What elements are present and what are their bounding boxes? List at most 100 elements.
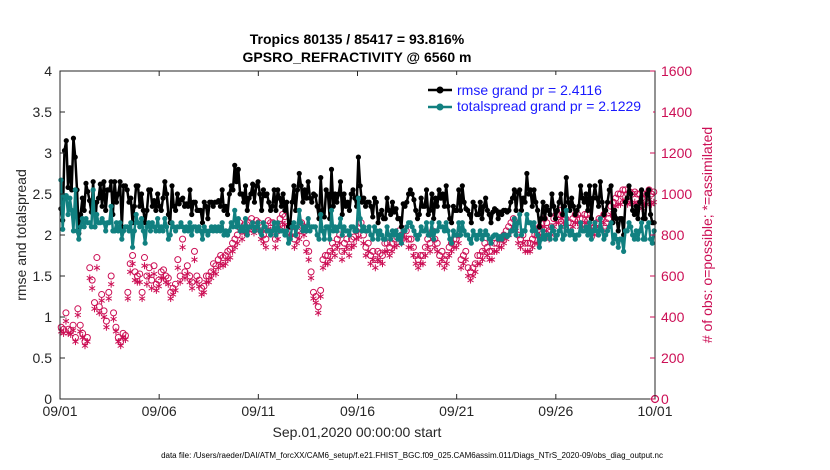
spread-point [384, 224, 390, 230]
rmse-point [581, 199, 587, 205]
obs-assimilated-point [79, 334, 86, 341]
spread-point [572, 236, 578, 242]
rmse-point [475, 211, 482, 218]
obs-assimilated-point [479, 256, 486, 264]
spread-point [475, 232, 482, 238]
rmse-point [386, 207, 392, 213]
rmse-point [217, 203, 223, 209]
x-tick-label: 09/11 [241, 403, 275, 419]
obs-assimilated-point [519, 239, 527, 247]
spread-point [382, 236, 388, 242]
obs-assimilated-point [98, 297, 105, 305]
spread-point [291, 220, 297, 226]
spread-point [651, 228, 657, 234]
y-right-tick-label: 600 [661, 268, 685, 284]
obs-assimilated-point [488, 256, 496, 264]
rmse-point [413, 207, 419, 213]
spread-point [377, 228, 383, 234]
rmse-point [224, 211, 231, 218]
rmse-point [359, 199, 365, 205]
obs-possible-point [190, 247, 198, 255]
x-axis-label: Sep.01,2020 00:00:00 start [273, 424, 442, 440]
y-tick-label: 1 [44, 309, 52, 325]
rmse-point [409, 191, 415, 197]
rmse-point [447, 216, 453, 222]
spread-point [355, 195, 361, 201]
rmse-point [115, 191, 121, 197]
rmse-point [142, 220, 148, 226]
y-tick-label: 2 [44, 227, 52, 243]
rmse-point [147, 187, 154, 193]
spread-point [341, 224, 347, 230]
rmse-point [590, 195, 596, 201]
spread-point [599, 228, 605, 234]
rmse-point [135, 183, 141, 189]
rmse-point [626, 183, 632, 189]
spread-point [371, 224, 378, 230]
obs-possible-point [364, 239, 372, 247]
rmse-point [325, 191, 331, 197]
spread-point [198, 228, 204, 234]
series-layer [58, 135, 657, 254]
rmse-point [140, 207, 146, 213]
spread-point [257, 228, 263, 234]
spread-point [318, 211, 324, 218]
rmse-point [599, 199, 605, 205]
spread-point [606, 224, 612, 230]
obs-assimilated-point [188, 284, 196, 292]
rmse-point [303, 195, 310, 201]
rmse-point [538, 216, 544, 222]
rmse-point [563, 175, 569, 181]
spread-point [305, 216, 311, 222]
rmse-point [628, 191, 634, 197]
spread-point [542, 236, 548, 242]
rmse-point [513, 207, 519, 213]
spread-point [327, 236, 333, 242]
rmse-point [368, 203, 374, 209]
rmse-point [239, 191, 245, 197]
spread-point [336, 224, 342, 230]
y-tick-label: 1.5 [33, 268, 53, 284]
rmse-point [78, 211, 84, 218]
rmse-point [459, 183, 465, 189]
rmse-point [565, 199, 571, 205]
rmse-point [436, 187, 442, 193]
spread-point [106, 220, 112, 226]
spread-point [219, 220, 225, 226]
rmse-point [69, 187, 75, 193]
y-tick-label: 2.5 [33, 186, 53, 202]
obs-possible-point [219, 254, 227, 262]
rmse-point [622, 199, 629, 205]
spread-point [409, 224, 415, 230]
spread-point [629, 232, 636, 238]
spread-point [92, 224, 98, 230]
rmse-point [271, 187, 277, 193]
spread-point [228, 220, 234, 226]
rmse-point [509, 195, 516, 201]
rmse-point [95, 195, 102, 201]
rmse-point [588, 216, 594, 222]
rmse-point [312, 193, 318, 199]
spread-point [262, 224, 268, 230]
rmse-point [527, 187, 534, 193]
rmse-point [267, 207, 274, 213]
legend-box [425, 75, 653, 119]
spread-point [242, 216, 249, 222]
rmse-point [296, 170, 302, 177]
rmse-point [418, 195, 424, 201]
rmse-point [393, 206, 399, 212]
rmse-point [219, 187, 225, 193]
obs-assimilated-point [472, 268, 479, 276]
obs-assimilated-point [148, 284, 155, 292]
spread-point [418, 224, 424, 230]
spread-point [88, 224, 94, 230]
spread-point [226, 228, 232, 234]
spread-point [583, 224, 589, 230]
rmse-point [248, 191, 254, 197]
rmse-point [201, 199, 207, 205]
spread-point [434, 228, 440, 234]
spread-point [83, 216, 89, 222]
spread-point [345, 228, 351, 234]
rmse-point [524, 170, 530, 177]
rmse-point [235, 166, 241, 172]
